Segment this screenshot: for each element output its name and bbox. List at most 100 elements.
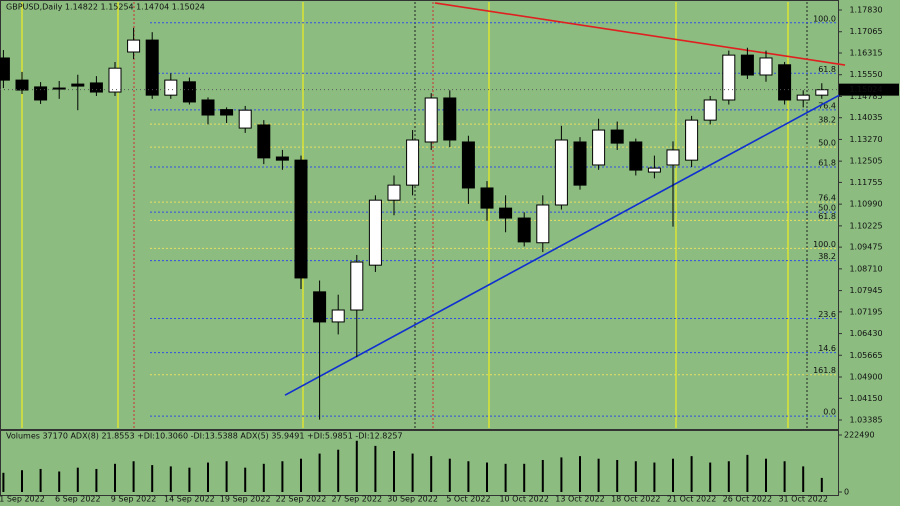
candle-body [406, 139, 420, 186]
candle-body [740, 54, 754, 76]
y-tick-label: 1.10225 [849, 221, 882, 230]
chart-title: GBPUSD,Daily 1.14822 1.15254 1.14704 1.1… [6, 3, 205, 12]
candle-body [815, 89, 829, 96]
candle-body [685, 119, 699, 161]
candle-body [480, 187, 494, 209]
candle-body [52, 87, 66, 90]
fib-label: 100.0 [813, 14, 836, 23]
x-tick-label: 31 Oct 2022 [778, 495, 827, 504]
candle-body [0, 57, 10, 81]
y-tick-label: 1.10990 [849, 200, 882, 209]
fib-label: 61.8 [818, 212, 836, 221]
y-tick-label: 1.16315 [849, 49, 882, 58]
last-price-label: 1.15024 [849, 85, 882, 94]
x-tick-label: 1 Sep 2022 [0, 495, 45, 504]
y-tick-label: 1.09475 [849, 243, 882, 252]
candle-body [592, 129, 606, 166]
trendline [434, 2, 846, 66]
price-panel-frame [0, 0, 839, 430]
y-tick-label: 1.11755 [849, 178, 882, 187]
candle-body [313, 291, 327, 323]
candle-body [461, 141, 475, 189]
candle-body [275, 156, 289, 161]
y-tick-label: 1.12505 [849, 157, 882, 166]
fib-label: 38.2 [818, 116, 836, 125]
fib-label: 161.8 [813, 366, 836, 375]
x-tick-label: 30 Sep 2022 [387, 495, 438, 504]
y-tick-label: 1.17830 [849, 6, 882, 15]
indicator-tick-label: 222490 [844, 431, 875, 440]
fib-label: 76.4 [818, 194, 836, 203]
candle-body [554, 139, 568, 206]
x-tick-label: 13 Oct 2022 [555, 495, 604, 504]
candle-body [610, 129, 624, 144]
y-tick-label: 1.17065 [849, 27, 882, 36]
fib-label: 61.8 [818, 65, 836, 74]
y-tick-label: 1.07945 [849, 286, 882, 295]
candle-body [499, 207, 513, 219]
x-tick-label: 5 Oct 2022 [446, 495, 490, 504]
candle-body [350, 261, 364, 311]
indicator-tick-label: 0 [844, 488, 849, 497]
candle-body [368, 199, 382, 266]
y-tick-label: 1.04150 [849, 394, 882, 403]
candle-body [127, 39, 141, 53]
y-tick-label: 1.13270 [849, 135, 882, 144]
y-tick-label: 1.14785 [849, 92, 882, 101]
y-tick-label: 1.08710 [849, 264, 882, 273]
candle-body [71, 83, 85, 87]
x-tick-label: 26 Oct 2022 [723, 495, 772, 504]
y-tick-label: 1.07195 [849, 307, 882, 316]
x-tick-label: 14 Sep 2022 [164, 495, 215, 504]
fib-label: 38.2 [818, 252, 836, 261]
candle-body [164, 79, 178, 96]
candle-body [294, 159, 308, 279]
candle-body [34, 86, 48, 101]
fib-label: 50.0 [818, 139, 836, 148]
candle-body [182, 81, 196, 103]
candle-body [387, 184, 401, 201]
indicator-panel-frame [0, 430, 839, 496]
candle-body [629, 141, 643, 171]
candle-body [703, 99, 717, 121]
candle-body [108, 67, 122, 93]
period-separators [133, 2, 434, 428]
candle-body [796, 94, 810, 101]
trendline [284, 91, 846, 396]
candle-body [666, 149, 680, 166]
candle-body [220, 109, 234, 116]
y-tick-label: 1.04900 [849, 372, 882, 381]
x-tick-label: 9 Sep 2022 [111, 495, 157, 504]
fib-label: 76.4 [818, 101, 836, 110]
candle-body [424, 97, 438, 143]
x-tick-label: 22 Sep 2022 [276, 495, 327, 504]
y-tick-label: 1.06430 [849, 329, 882, 338]
candle-body [778, 64, 792, 101]
x-tick-label: 21 Oct 2022 [667, 495, 716, 504]
fib-label: 61.8 [818, 158, 836, 167]
candle-body [517, 217, 531, 243]
y-tick-label: 1.14035 [849, 113, 882, 122]
candle-body [759, 57, 773, 76]
candle-body [257, 124, 271, 159]
candle-body [145, 39, 159, 96]
candle-body [89, 82, 103, 93]
fib-label: 100.0 [813, 240, 836, 249]
y-tick-label: 1.15550 [849, 70, 882, 79]
x-tick-label: 6 Sep 2022 [55, 495, 101, 504]
candle-body [647, 167, 661, 173]
y-tick-label: 1.03385 [849, 416, 882, 425]
x-tick-label: 10 Oct 2022 [499, 495, 548, 504]
candle-body [238, 109, 252, 129]
fib-label: 14.6 [818, 344, 836, 353]
candle-body [15, 79, 29, 91]
period-separators-dark [414, 2, 808, 428]
candle-body [201, 99, 215, 116]
candle-body [536, 204, 550, 244]
x-tick-label: 18 Oct 2022 [611, 495, 660, 504]
fib-label: 23.6 [818, 310, 836, 319]
candle-body [331, 309, 345, 323]
fib-label: 50.0 [818, 204, 836, 213]
y-tick-label: 1.05665 [849, 351, 882, 360]
